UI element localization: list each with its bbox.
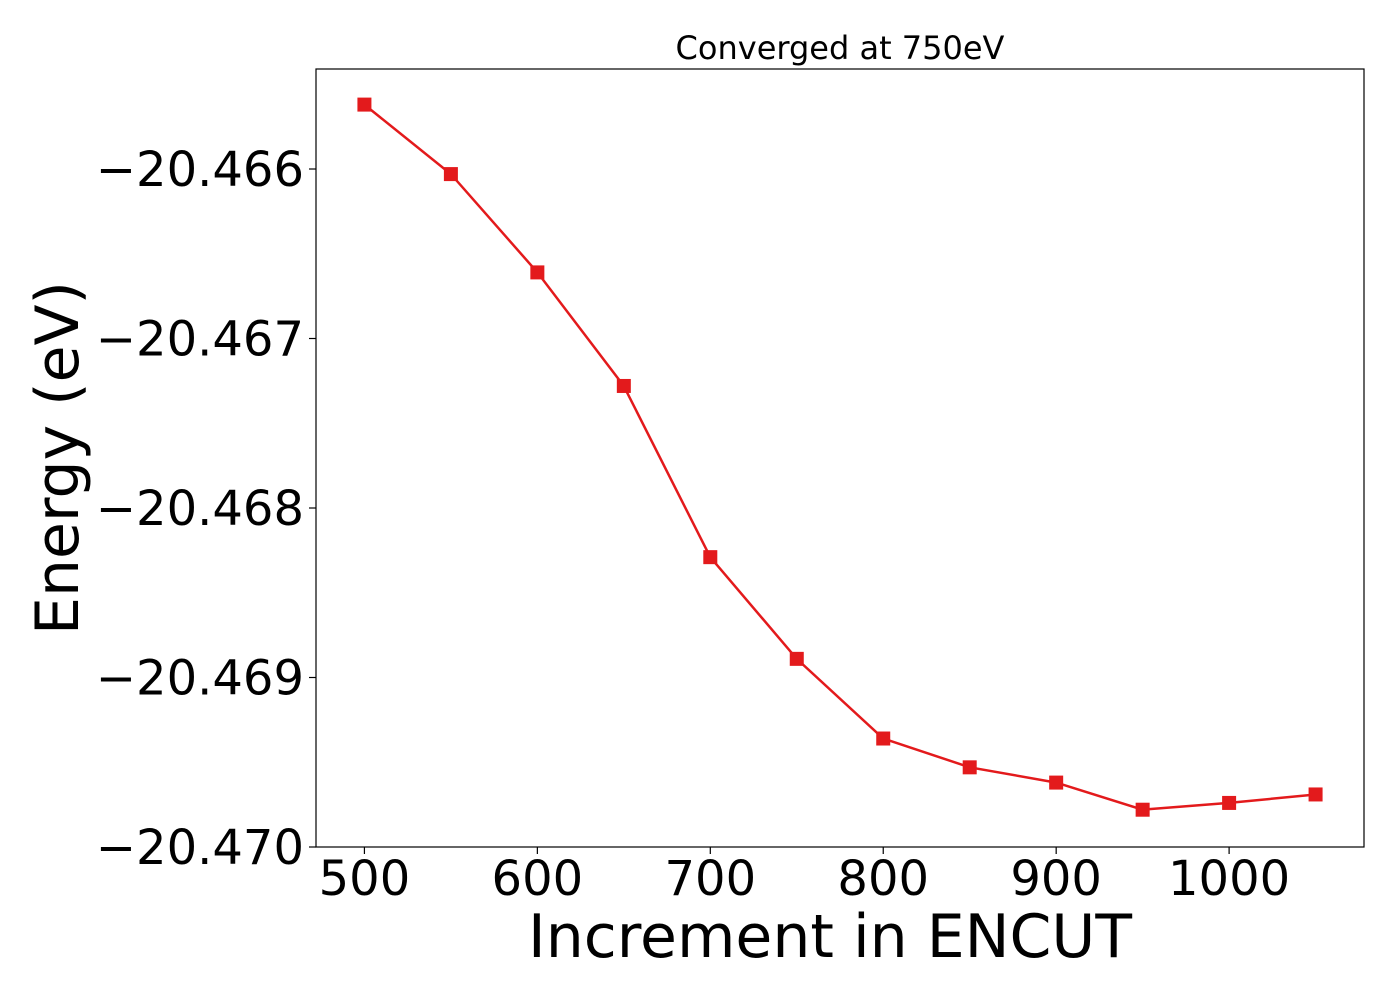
x-tick-label: 500 bbox=[319, 851, 411, 907]
series-line bbox=[363, 103, 1316, 811]
x-tick-label: 800 bbox=[837, 851, 929, 907]
data-point-marker bbox=[443, 167, 458, 182]
y-axis: −20.466 −20.467 −20.468 −20.469 −20.470 bbox=[96, 142, 316, 876]
data-point-marker bbox=[703, 550, 718, 565]
data-point-marker bbox=[1135, 802, 1150, 817]
data-point-marker bbox=[357, 97, 372, 112]
data-point-marker bbox=[1222, 795, 1237, 810]
data-point-marker bbox=[1308, 787, 1323, 802]
x-tick-label: 600 bbox=[492, 851, 584, 907]
y-tick-label: −20.469 bbox=[96, 651, 304, 707]
data-point-marker bbox=[876, 731, 891, 746]
plot-frame bbox=[315, 68, 1365, 848]
y-tick-label: −20.468 bbox=[96, 481, 304, 537]
y-tick-label: −20.467 bbox=[96, 312, 304, 368]
data-point-marker bbox=[530, 265, 545, 280]
data-point-marker bbox=[789, 651, 804, 666]
y-axis-label: Energy (eV) bbox=[23, 281, 93, 635]
y-tick-label: −20.466 bbox=[96, 142, 304, 198]
x-tick-label: 1000 bbox=[1168, 851, 1290, 907]
x-axis: 500 600 700 800 900 1000 bbox=[319, 847, 1290, 907]
data-point-marker bbox=[962, 760, 977, 775]
x-axis-label: Increment in ENCUT bbox=[528, 902, 1132, 972]
data-point-marker bbox=[1049, 775, 1064, 790]
x-tick-label: 700 bbox=[664, 851, 756, 907]
chart-title: Converged at 750eV bbox=[676, 29, 1005, 67]
x-tick-label: 900 bbox=[1010, 851, 1102, 907]
y-tick-label: −20.470 bbox=[96, 820, 304, 876]
data-point-marker bbox=[616, 378, 631, 393]
plot-area bbox=[357, 97, 1323, 817]
